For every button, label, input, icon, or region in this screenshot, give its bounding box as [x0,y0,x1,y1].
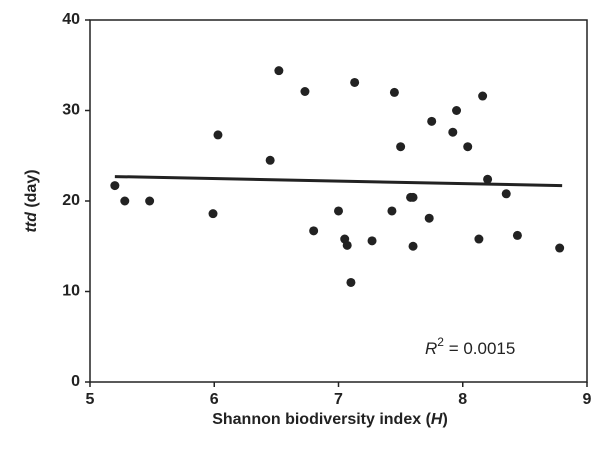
x-title-part: ) [442,411,447,428]
point [110,181,120,191]
y-axis-title: ttd (day) [23,169,40,232]
point [512,230,522,240]
x-tick-label: 6 [210,391,219,408]
point [213,130,223,140]
x-tick-label: 9 [583,391,592,408]
point [120,196,130,206]
point [463,142,473,152]
y-title-part: ttd [23,211,40,233]
x-title-part: Shannon biodiversity index ( [212,411,431,428]
point [452,106,462,115]
point [427,116,437,126]
point [474,234,484,244]
x-tick-label: 5 [86,391,95,408]
point [208,209,218,219]
y-tick-label: 20 [62,192,80,209]
point [350,77,360,87]
point [501,189,511,199]
annotation-part: 2 [437,335,444,349]
x-title-part: H [431,411,443,428]
x-tick-label: 7 [334,391,343,408]
point [346,277,356,287]
point [265,155,275,165]
point [367,236,377,246]
point [274,66,284,76]
point [448,127,458,137]
annotation-part: = 0.0015 [444,339,515,358]
point [555,243,565,253]
y-tick-label: 40 [62,11,80,28]
point [424,213,434,223]
y-tick-label: 30 [62,102,80,119]
point [483,174,493,184]
y-tick-label: 0 [71,373,80,390]
point [309,226,319,236]
point [389,87,399,97]
point [478,91,488,101]
x-axis-title: Shannon biodiversity index (H) [212,411,448,428]
point [300,86,310,96]
trend-line [114,175,563,188]
point [396,142,406,152]
annotation: R2 = 0.0015 [425,335,515,358]
point [408,192,418,202]
point [408,241,418,251]
y-tick-label: 10 [62,283,80,300]
plot-frame [89,19,588,383]
point [342,240,352,250]
point [334,206,343,216]
point [145,196,155,206]
annotation-part: R [425,339,437,358]
x-tick-label: 8 [458,391,467,408]
point [387,206,397,216]
y-title-part: (day) [23,169,40,212]
